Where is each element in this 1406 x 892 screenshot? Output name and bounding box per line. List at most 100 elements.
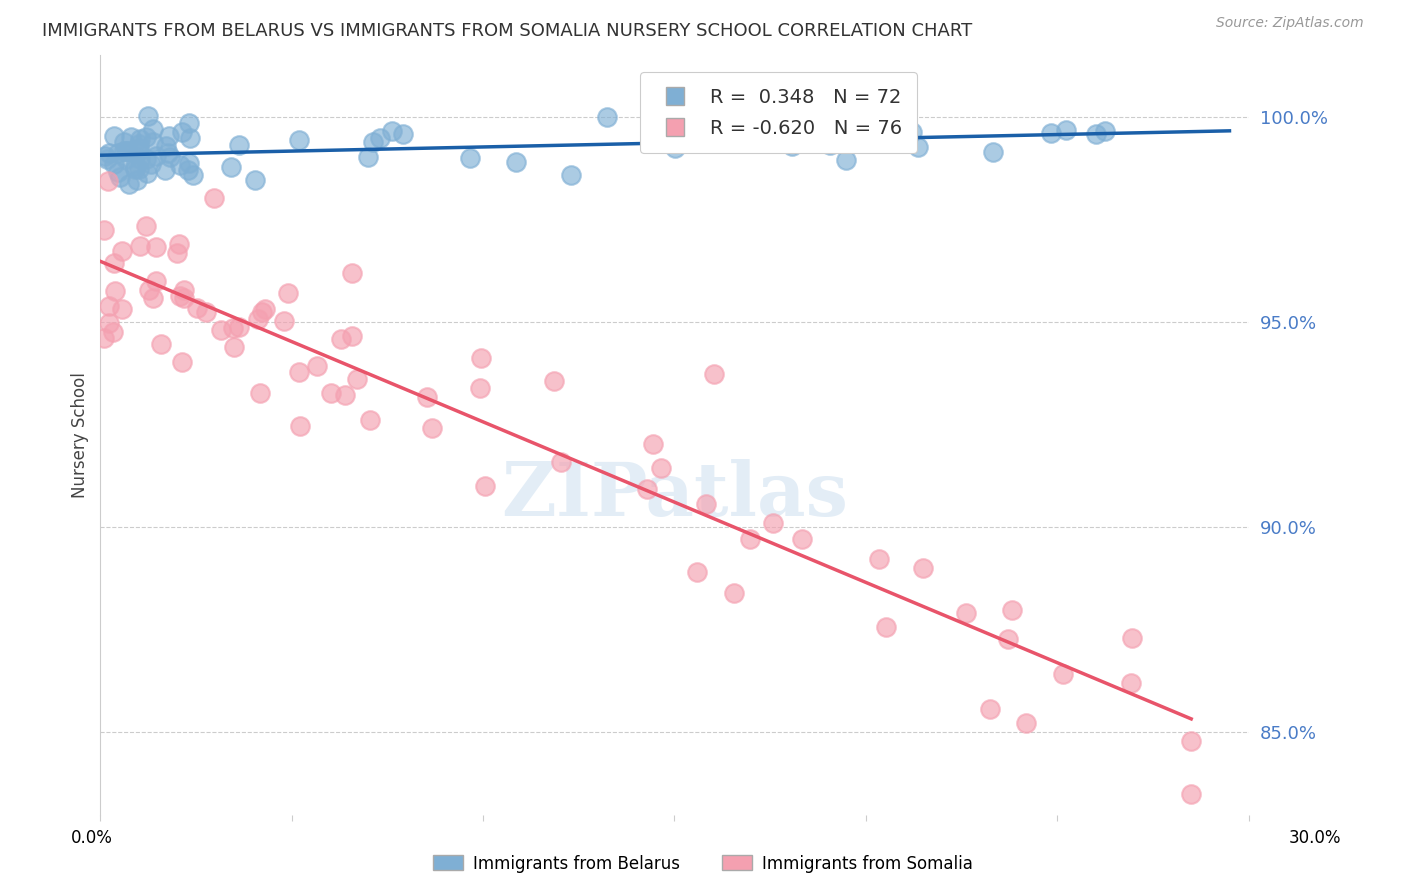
Point [329,332,352,346]
Point [169,236,191,251]
Point [127,144,149,158]
Legend: R =  0.348   N = 72, R = -0.620   N = 76: R = 0.348 N = 72, R = -0.620 N = 76 [640,72,917,153]
Point [142,122,165,136]
Point [955,607,977,621]
Point [333,387,356,401]
Point [97,316,120,330]
Point [875,619,897,633]
Point [110,169,132,184]
Point [155,163,177,178]
Point [194,305,217,319]
Point [142,291,165,305]
Point [1015,715,1038,730]
Text: 0.0%: 0.0% [70,829,112,847]
Point [1054,122,1077,136]
Point [135,129,157,144]
Point [202,190,225,204]
Point [139,157,162,171]
Point [277,286,299,301]
Point [420,421,443,435]
Point [288,133,311,147]
Point [112,144,135,158]
Point [723,586,745,600]
Point [474,479,496,493]
Point [807,129,830,144]
Point [219,161,242,175]
Point [1084,127,1107,141]
Point [391,127,413,141]
Point [228,138,250,153]
Point [103,157,125,171]
Point [664,140,686,154]
Point [173,291,195,305]
Point [249,386,271,401]
Point [650,460,672,475]
Point [1121,631,1143,645]
Text: IMMIGRANTS FROM BELARUS VS IMMIGRANTS FROM SOMALIA NURSERY SCHOOL CORRELATION CH: IMMIGRANTS FROM BELARUS VS IMMIGRANTS FR… [42,22,973,40]
Point [103,256,125,270]
Point [97,174,120,188]
Point [247,311,270,326]
Point [138,283,160,297]
Point [177,115,200,129]
Point [96,152,118,166]
Point [855,121,877,136]
Point [97,299,120,313]
Point [115,145,138,159]
Point [359,413,381,427]
Point [1052,667,1074,681]
Point [1180,733,1202,747]
Point [93,331,115,345]
Point [169,288,191,302]
Point [1039,126,1062,140]
Point [136,166,159,180]
Point [145,240,167,254]
Point [222,340,245,354]
Point [273,314,295,328]
Point [458,151,481,165]
Point [543,375,565,389]
Point [128,161,150,176]
Point [254,302,277,317]
Point [560,168,582,182]
Text: ZIPatlas: ZIPatlas [501,459,848,533]
Point [738,532,761,546]
Point [782,139,804,153]
Point [115,152,138,166]
Point [1000,603,1022,617]
Point [127,173,149,187]
Point [138,109,160,123]
Point [124,162,146,177]
Point [243,172,266,186]
Point [169,158,191,172]
Point [128,131,150,145]
Point [166,246,188,260]
Text: Source: ZipAtlas.com: Source: ZipAtlas.com [1216,16,1364,30]
Point [179,156,201,170]
Point [290,419,312,434]
Point [177,162,200,177]
Point [1180,787,1202,801]
Text: 30.0%: 30.0% [1288,829,1341,847]
Point [346,372,368,386]
Point [912,560,935,574]
Point [834,153,856,168]
Point [595,110,617,124]
Point [181,169,204,183]
Point [145,149,167,163]
Point [111,244,134,258]
Point [142,135,165,149]
Point [155,138,177,153]
Point [1119,676,1142,690]
Point [307,359,329,373]
Point [250,305,273,319]
Point [749,124,772,138]
Point [111,302,134,317]
Point [981,145,1004,159]
Point [550,455,572,469]
Legend: Immigrants from Belarus, Immigrants from Somalia: Immigrants from Belarus, Immigrants from… [426,848,980,880]
Point [173,283,195,297]
Point [228,319,250,334]
Point [128,137,150,152]
Point [159,150,181,164]
